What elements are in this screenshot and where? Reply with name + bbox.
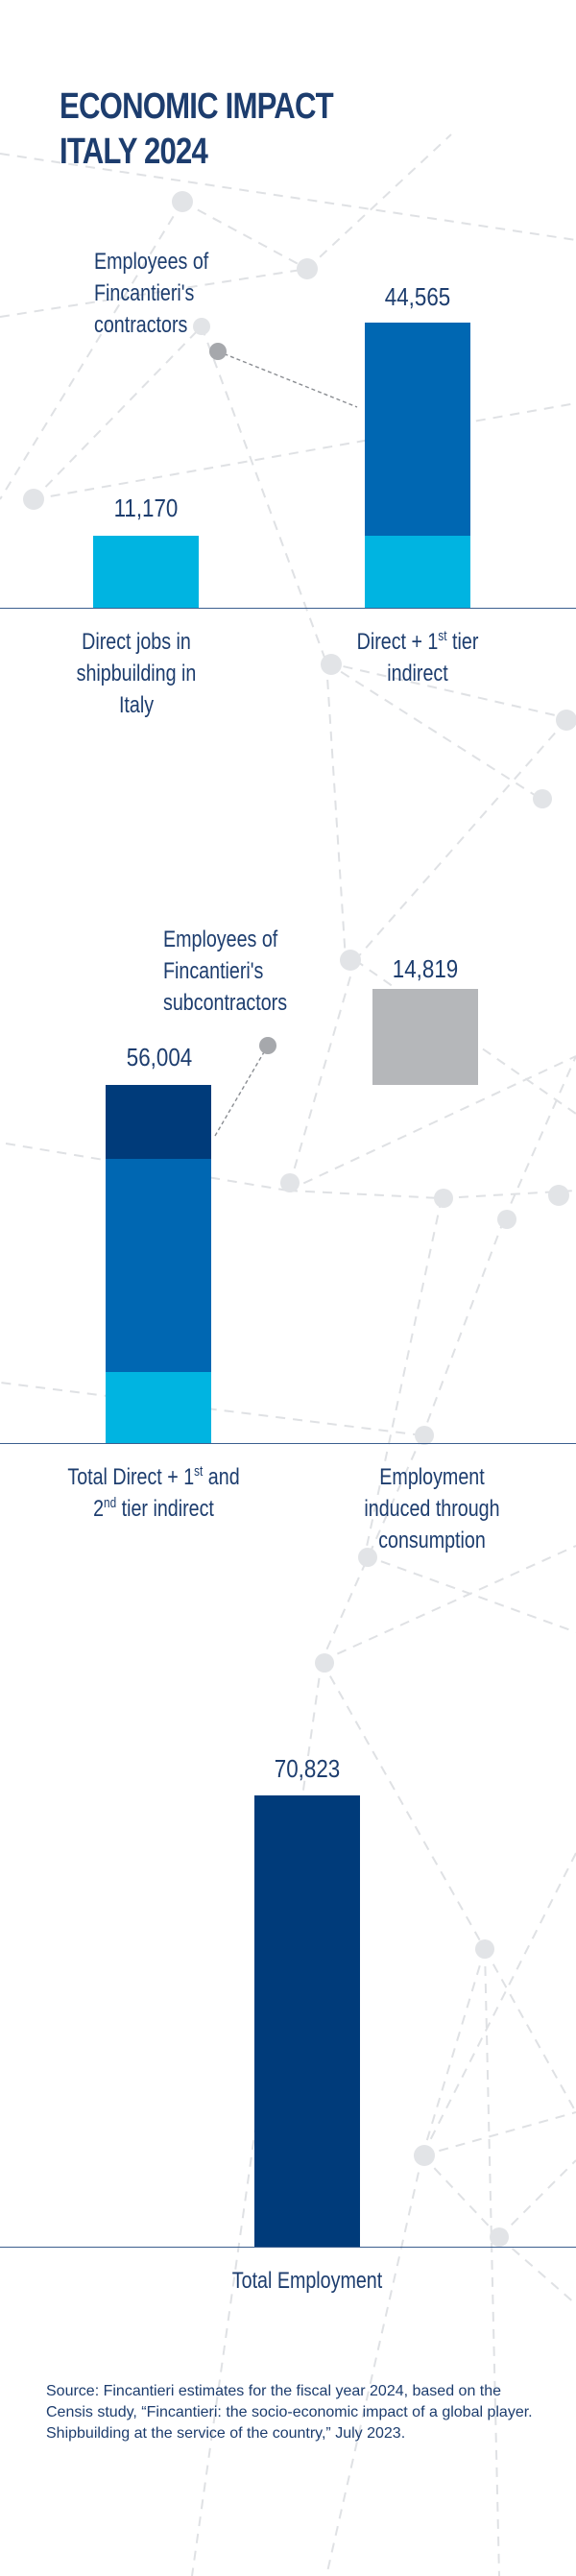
label-line: 2nd tier indirect (93, 1496, 214, 1522)
chart-1-annotation-pointer (209, 343, 358, 408)
annotation-line: subcontractors (163, 990, 288, 1016)
label-line: Direct + 1st tier (356, 629, 479, 655)
annotation-line: Fincantieri's (94, 280, 195, 306)
value-label: 56,004 (126, 1043, 193, 1071)
label-line: shipbuilding in (76, 661, 197, 686)
annotation-line: Fincantieri's (163, 958, 264, 984)
bar-total-employment (254, 1795, 360, 2247)
label-line: Total Direct + 1st and (67, 1464, 240, 1490)
bar-segment-contractors (106, 1159, 211, 1372)
page-title: ECONOMIC IMPACT ITALY 2024 (60, 84, 390, 175)
category-label: Direct + 1st tier indirect (331, 626, 504, 689)
value-label: 44,565 (384, 282, 451, 311)
annotation-line: contractors (94, 312, 188, 338)
value-label: 14,819 (392, 954, 459, 983)
baseline (0, 608, 576, 609)
category-label: Total Employment (204, 2265, 409, 2297)
baseline (0, 2247, 576, 2248)
label-line: Employment (379, 1464, 485, 1490)
label-line: consumption (378, 1528, 486, 1553)
baseline (0, 1443, 576, 1444)
subcontractors-annotation: Employees of Fincantieri's subcontractor… (163, 924, 287, 1019)
bar-segment-direct (365, 536, 470, 608)
label-line: indirect (387, 661, 448, 686)
contractors-annotation: Employees of Fincantieri's contractors (94, 246, 208, 341)
value-label: 11,170 (113, 494, 179, 522)
chart-2-annotation-pointer (214, 1037, 276, 1137)
category-label: Employment induced through consumption (338, 1461, 527, 1556)
bar-direct-jobs (93, 536, 199, 608)
annotation-line: Employees of (163, 927, 278, 952)
source-note: Source: Fincantieri estimates for the fi… (46, 2383, 533, 2442)
bar-induced-employment (372, 989, 478, 1085)
category-label: Total Direct + 1st and 2nd tier indirect (51, 1461, 255, 1525)
label-line: Direct jobs in (82, 629, 191, 655)
label-line: Total Employment (231, 2268, 383, 2294)
category-label: Direct jobs in shipbuilding in Italy (58, 626, 215, 721)
bar-segment-subcontractors (106, 1085, 211, 1159)
title-line: ECONOMIC IMPACT (60, 86, 334, 127)
value-label: 70,823 (274, 1754, 341, 1783)
label-line: induced through (364, 1496, 500, 1522)
annotation-line: Employees of (94, 249, 209, 275)
label-line: Italy (118, 692, 155, 718)
bar-segment-contractors (365, 323, 470, 536)
title-line: ITALY 2024 (60, 132, 208, 172)
bar-segment-direct (106, 1372, 211, 1443)
